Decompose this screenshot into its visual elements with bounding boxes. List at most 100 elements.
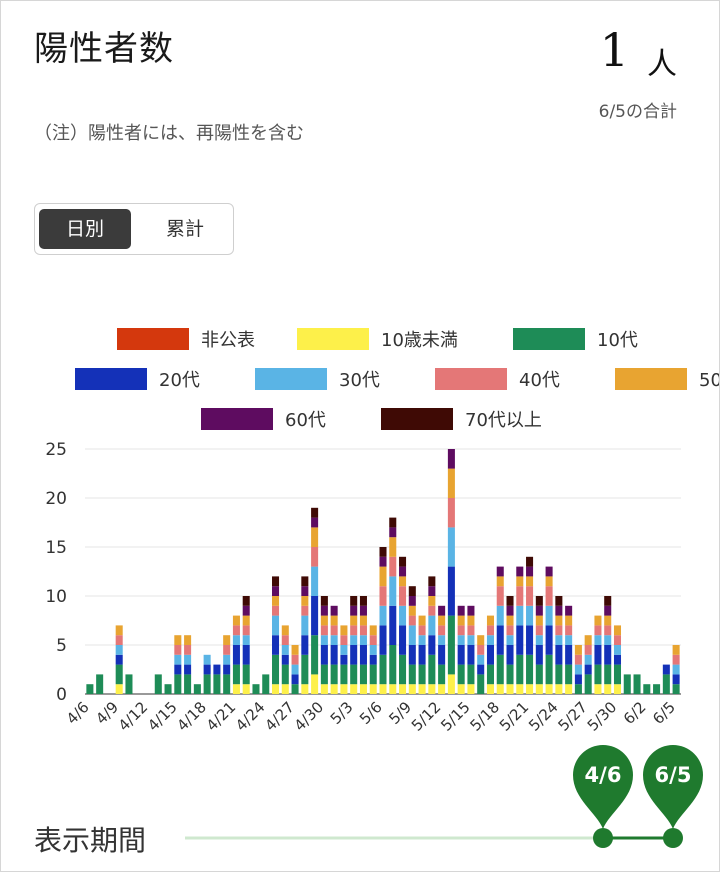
bar-5/18-4 [496, 605, 504, 626]
bar-5/28-5 [594, 625, 602, 636]
bar-4/29-1 [311, 674, 319, 694]
bar-5/26-2 [574, 684, 582, 694]
bar-5/10-6 [418, 615, 426, 626]
bar-5/8-7 [399, 566, 407, 577]
bar-4/20-6 [223, 635, 231, 645]
bar-5/26-3 [574, 674, 582, 685]
bar-5/28-6 [594, 615, 602, 626]
bar-5/20-2 [516, 654, 524, 685]
bar-5/19-4 [506, 635, 514, 645]
legend-label-2: 10代 [597, 330, 638, 351]
legend-swatch-3 [75, 368, 147, 390]
bar-4/21-4 [232, 635, 240, 645]
bar-5/21-4 [526, 605, 534, 626]
bar-4/18-4 [203, 654, 211, 665]
bar-4/29-3 [311, 596, 319, 636]
x-tick-label-4/18: 4/18 [173, 698, 210, 735]
bar-5/20-7 [516, 566, 524, 577]
y-tick-label-5: 5 [56, 636, 67, 656]
bar-5/12-2 [438, 664, 446, 685]
bar-4/25-7 [272, 586, 280, 596]
bar-6/5-3 [672, 674, 680, 685]
period-slider: 4/6 6/5 [185, 745, 703, 848]
bar-5/27-4 [584, 654, 592, 665]
bar-5/9-1 [408, 684, 416, 694]
bar-4/9-6 [115, 625, 123, 636]
bar-5/3-3 [350, 645, 358, 665]
bar-5/19-1 [506, 684, 514, 694]
legend-label-8: 70代以上 [465, 410, 542, 431]
bar-5/6-7 [379, 556, 387, 567]
bar-4/13-2 [154, 674, 162, 694]
bar-4/28-8 [301, 576, 309, 587]
bar-5/1-7 [330, 605, 338, 616]
slider-handle-start[interactable] [593, 828, 613, 848]
bar-5/6-8 [379, 547, 387, 557]
bar-4/22-1 [242, 684, 250, 694]
bar-5/26-4 [574, 664, 582, 675]
bar-4/10-2 [125, 674, 133, 694]
bar-5/3-4 [350, 635, 358, 645]
bar-5/29-5 [604, 625, 612, 636]
bar-5/25-2 [565, 664, 573, 685]
bar-5/21-3 [526, 625, 534, 655]
bar-5/15-7 [467, 605, 475, 616]
bar-4/20-3 [223, 664, 231, 675]
bar-5/7-4 [389, 576, 397, 606]
bar-4/20-2 [223, 674, 231, 694]
bar-4/25-8 [272, 576, 280, 587]
bar-4/22-3 [242, 645, 250, 665]
legend-swatch-5 [435, 368, 507, 390]
bar-4/22-5 [242, 625, 250, 636]
bar-5/23-1 [545, 684, 553, 694]
bar-5/6-6 [379, 566, 387, 587]
bar-5/7-5 [389, 556, 397, 577]
bar-5/9-5 [408, 615, 416, 626]
bar-5/14-4 [457, 635, 465, 645]
bar-4/21-5 [232, 625, 240, 636]
x-tick-label-5/24: 5/24 [525, 698, 562, 735]
bar-5/31-2 [623, 674, 631, 694]
bar-5/24-7 [555, 605, 563, 616]
cumulative-toggle-button[interactable]: 累計 [165, 218, 204, 240]
bar-6/2-2 [643, 684, 651, 694]
x-tick-label-5/6: 5/6 [356, 698, 386, 728]
bar-4/25-2 [272, 654, 280, 685]
bar-4/19-2 [213, 674, 221, 694]
bar-5/24-2 [555, 664, 563, 685]
bar-4/30-6 [320, 615, 328, 626]
bar-5/20-5 [516, 586, 524, 606]
bar-4/21-2 [232, 664, 240, 685]
bar-5/3-6 [350, 615, 358, 626]
x-tick-label-4/21: 4/21 [203, 698, 240, 735]
bar-5/30-3 [613, 654, 622, 665]
bar-5/27-3 [584, 664, 592, 675]
bar-5/21-6 [526, 576, 534, 587]
bar-4/19-3 [213, 664, 221, 675]
bar-5/7-1 [389, 684, 397, 694]
legend-swatch-4 [255, 368, 327, 390]
bar-5/21-1 [526, 684, 534, 694]
bar-5/10-2 [418, 664, 426, 685]
view-toggle: 日別 累計 [34, 203, 234, 255]
bar-4/30-1 [320, 684, 328, 694]
bar-5/9-3 [408, 645, 416, 665]
bar-5/23-6 [545, 576, 553, 587]
slider-handle-end[interactable] [663, 828, 683, 848]
bar-5/27-2 [584, 674, 592, 694]
bar-4/28-2 [301, 654, 309, 685]
bar-5/17-6 [486, 615, 494, 626]
bar-5/19-3 [506, 645, 514, 665]
bar-4/30-4 [320, 635, 328, 645]
bar-5/30-5 [613, 635, 622, 645]
bar-5/22-4 [535, 635, 543, 645]
bar-5/19-7 [506, 605, 514, 616]
daily-toggle-button[interactable]: 日別 [39, 209, 131, 249]
bar-4/17-2 [193, 684, 201, 694]
bar-4/29-7 [311, 517, 319, 528]
x-tick-label-5/3: 5/3 [327, 698, 357, 728]
slider-start-pin [573, 745, 633, 829]
y-tick-label-0: 0 [56, 685, 67, 705]
bar-5/21-8 [526, 556, 534, 567]
